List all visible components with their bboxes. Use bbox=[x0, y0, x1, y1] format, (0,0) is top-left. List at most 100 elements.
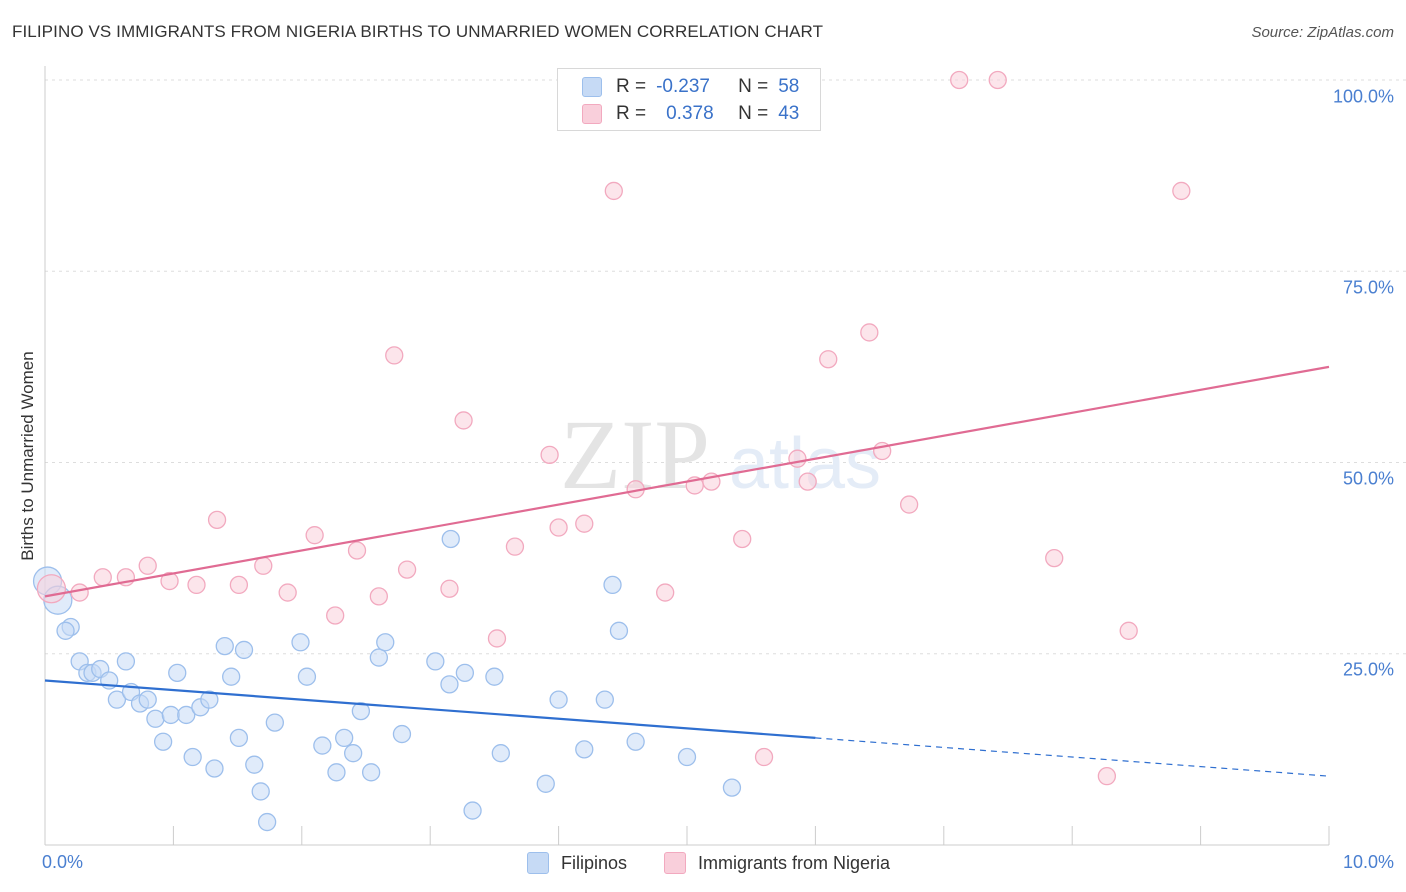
filipinos-r-value: -0.237 bbox=[656, 76, 710, 97]
filipinos-point bbox=[626, 732, 645, 751]
nigeria-point bbox=[788, 449, 807, 468]
nigeria-point bbox=[187, 575, 206, 595]
nigeria-point bbox=[454, 411, 473, 430]
filipinos-point bbox=[297, 667, 317, 686]
filipinos-point bbox=[200, 690, 219, 709]
nigeria-trend-line bbox=[44, 365, 1330, 598]
nigeria-legend-label: Immigrants from Nigeria bbox=[698, 852, 891, 873]
filipinos-point bbox=[549, 690, 568, 709]
nigeria-point bbox=[860, 323, 879, 342]
nigeria-point bbox=[160, 571, 179, 591]
nigeria-point bbox=[988, 70, 1007, 90]
nigeria-point bbox=[305, 526, 324, 545]
x-tick-min: 0.0% bbox=[42, 852, 84, 872]
nigeria-point bbox=[1045, 548, 1064, 568]
nigeria-point bbox=[819, 350, 838, 369]
nigeria-point bbox=[347, 541, 367, 560]
nigeria-point bbox=[487, 629, 507, 648]
filipinos-trend-line bbox=[44, 679, 816, 739]
nigeria-r-value: 0.378 bbox=[666, 103, 714, 124]
nigeria-swatch bbox=[582, 104, 602, 124]
grid-lines bbox=[45, 79, 1406, 655]
filipinos-point bbox=[183, 747, 202, 767]
filipinos-point bbox=[369, 648, 388, 667]
trend-lines bbox=[44, 365, 1330, 777]
nigeria-point bbox=[540, 445, 559, 465]
filipinos-point bbox=[234, 640, 254, 660]
filipinos-point bbox=[257, 812, 277, 832]
filipinos-point bbox=[426, 652, 445, 671]
filipinos-point bbox=[107, 690, 127, 709]
nigeria-point bbox=[93, 568, 112, 587]
filipinos-point bbox=[485, 667, 504, 686]
filipinos-point bbox=[536, 774, 555, 793]
filipinos-point bbox=[327, 763, 346, 782]
filipinos-point bbox=[205, 759, 224, 778]
watermark: ZIP atlas bbox=[560, 399, 881, 510]
y-tick-50: 50.0% bbox=[1342, 468, 1394, 489]
filipinos-point bbox=[313, 736, 332, 755]
filipinos-point bbox=[603, 575, 622, 595]
filipinos-point bbox=[56, 621, 75, 640]
r-label: R = bbox=[616, 103, 647, 124]
filipinos-legend-label: Filipinos bbox=[561, 852, 628, 873]
filipinos-point bbox=[595, 690, 614, 709]
nigeria-point bbox=[733, 529, 752, 549]
filipinos-point bbox=[161, 705, 180, 725]
filipinos-point bbox=[168, 663, 187, 683]
legend-item-filipinos: Filipinos bbox=[527, 852, 627, 874]
nigeria-point bbox=[36, 574, 67, 604]
series-legend: Filipinos Immigrants from Nigeria bbox=[0, 852, 1406, 878]
filipinos-point bbox=[335, 728, 354, 748]
filipinos-point bbox=[215, 636, 234, 656]
nigeria-point bbox=[1097, 767, 1117, 786]
filipinos-point bbox=[177, 705, 196, 725]
nigeria-n-value: 43 bbox=[778, 103, 800, 124]
nigeria-point bbox=[656, 583, 675, 602]
filipinos-point bbox=[722, 778, 742, 797]
nigeria-points bbox=[36, 70, 1191, 786]
y-tick-75: 75.0% bbox=[1342, 277, 1394, 298]
filipinos-point bbox=[138, 690, 157, 709]
filipinos-swatch bbox=[582, 77, 602, 97]
nigeria-point bbox=[278, 583, 297, 602]
x-tick-max: 10.0% bbox=[1342, 852, 1394, 872]
chart-source: Source: ZipAtlas.com bbox=[1251, 24, 1394, 41]
filipinos-point bbox=[376, 633, 395, 652]
nigeria-point bbox=[1172, 181, 1191, 201]
correlation-legend: R = -0.237 N = 58 R = 0.378 N = 43 bbox=[557, 68, 821, 131]
nigeria-point bbox=[899, 495, 919, 514]
nigeria-point bbox=[369, 587, 388, 606]
chart-title: FILIPINO VS IMMIGRANTS FROM NIGERIA BIRT… bbox=[12, 22, 824, 41]
filipinos-point bbox=[351, 701, 371, 721]
nigeria-point bbox=[138, 556, 157, 575]
nigeria-point bbox=[385, 346, 404, 365]
nigeria-point bbox=[440, 579, 459, 598]
legend-item-nigeria: Immigrants from Nigeria bbox=[664, 852, 890, 874]
nigeria-point bbox=[254, 556, 273, 575]
filipinos-point bbox=[575, 740, 594, 759]
y-tick-25: 25.0% bbox=[1342, 659, 1394, 680]
legend-row-nigeria: R = 0.378 N = 43 bbox=[582, 103, 799, 125]
filipinos-point bbox=[222, 667, 241, 686]
watermark-atlas: atlas bbox=[729, 424, 881, 504]
nigeria-point bbox=[229, 575, 249, 595]
filipinos-point bbox=[361, 763, 381, 782]
filipinos-point bbox=[463, 801, 482, 820]
nigeria-point bbox=[754, 747, 774, 767]
nigeria-point bbox=[1119, 621, 1138, 640]
nigeria-point bbox=[798, 472, 817, 491]
y-tick-100: 100.0% bbox=[1332, 86, 1394, 107]
filipinos-point bbox=[455, 663, 475, 683]
filipinos-n-value: 58 bbox=[778, 76, 800, 97]
filipinos-point bbox=[491, 744, 510, 763]
axes bbox=[44, 66, 1330, 846]
nigeria-point bbox=[950, 70, 969, 90]
nigeria-point bbox=[397, 560, 417, 579]
filipinos-point bbox=[344, 744, 363, 763]
filipinos-point bbox=[441, 529, 460, 549]
filipinos-point bbox=[265, 713, 284, 732]
filipinos-point bbox=[677, 747, 697, 767]
n-label: N = bbox=[738, 76, 769, 97]
filipinos-trend-extension bbox=[815, 737, 1330, 777]
